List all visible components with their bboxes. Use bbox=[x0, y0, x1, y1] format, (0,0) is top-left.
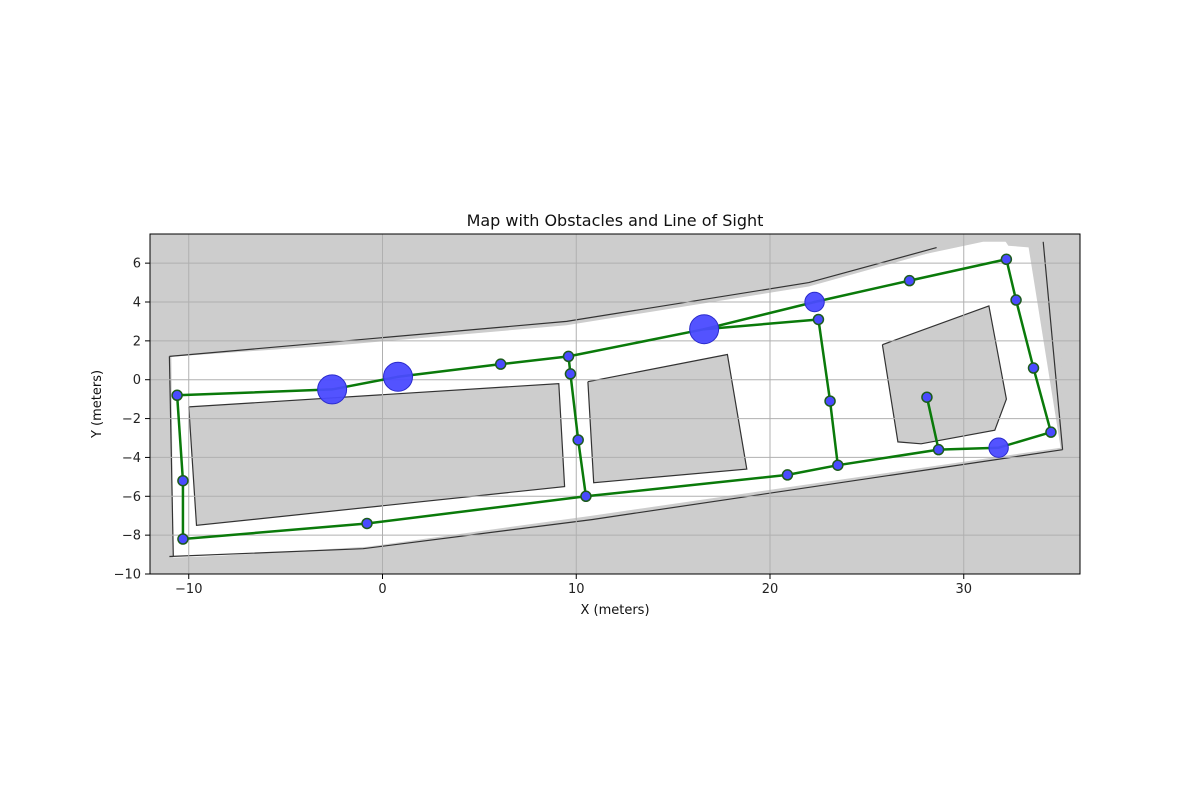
x-tick-label: 20 bbox=[762, 582, 779, 597]
waypoint-marker bbox=[171, 389, 183, 402]
waypoint-marker bbox=[1027, 362, 1040, 374]
y-tick-label: −10 bbox=[114, 568, 141, 583]
y-axis-label: Y (meters) bbox=[90, 370, 105, 439]
wall-outline bbox=[587, 353, 748, 484]
waypoint-marker bbox=[562, 350, 575, 363]
y-tick-label: −2 bbox=[122, 412, 141, 427]
waypoint-marker bbox=[564, 368, 577, 380]
path-segment bbox=[396, 362, 502, 379]
path-segment bbox=[836, 448, 940, 467]
waypoint-marker bbox=[572, 434, 584, 446]
y-tick-label: −6 bbox=[122, 490, 141, 505]
path-segment bbox=[1014, 298, 1035, 370]
wall-outline bbox=[881, 305, 1008, 445]
obstacle-circle bbox=[383, 361, 413, 392]
axes: −10 0 10 20 30 −10 −8 −6 −4 −2 0 2 4 6 bbox=[114, 233, 1081, 597]
waypoint-marker bbox=[921, 391, 933, 403]
chart-title: Map with Obstacles and Line of Sight bbox=[467, 211, 764, 230]
path-segment bbox=[786, 463, 840, 477]
waypoint-marker bbox=[781, 469, 794, 481]
waypoint-marker bbox=[1000, 253, 1013, 266]
y-tick-label: 0 bbox=[133, 373, 141, 388]
path-segment bbox=[1005, 258, 1018, 302]
waypoint-marker bbox=[494, 358, 507, 370]
plot-frame bbox=[149, 233, 1081, 575]
wall-outline bbox=[168, 356, 174, 557]
x-tick-label: 0 bbox=[378, 582, 386, 597]
path-segment bbox=[828, 399, 840, 467]
obstacles bbox=[317, 291, 1009, 458]
path-segment bbox=[702, 300, 816, 331]
path-segment bbox=[175, 394, 185, 482]
path-segment bbox=[817, 318, 832, 403]
waypoint-marker bbox=[1045, 426, 1057, 438]
path-segment bbox=[576, 438, 588, 498]
path-segment bbox=[365, 495, 588, 525]
wall-outline bbox=[1042, 241, 1064, 450]
waypoint-marker bbox=[832, 459, 844, 471]
plot-area bbox=[150, 234, 1080, 574]
waypoint-marker bbox=[177, 533, 189, 545]
waypoint-marker bbox=[1010, 294, 1022, 306]
path-segment bbox=[1032, 366, 1053, 434]
path-segment bbox=[567, 327, 706, 358]
path-segment bbox=[499, 355, 570, 366]
obstacle-circle bbox=[317, 374, 348, 405]
x-tick-label: −10 bbox=[175, 582, 202, 597]
y-tick-label: −4 bbox=[122, 451, 141, 466]
obstacle-circle bbox=[804, 291, 825, 313]
wall-outline bbox=[169, 449, 1063, 558]
x-axis-label: X (meters) bbox=[580, 603, 649, 618]
obstacle-circle bbox=[689, 314, 720, 345]
wall-outline bbox=[188, 382, 566, 527]
path-segment bbox=[908, 258, 1008, 282]
waypoint-marker bbox=[177, 474, 189, 487]
wall-region bbox=[150, 447, 1080, 574]
y-tick-label: 4 bbox=[133, 296, 141, 311]
occupancy-map bbox=[150, 234, 1080, 574]
waypoint-marker bbox=[903, 274, 916, 287]
path-segment bbox=[813, 279, 911, 304]
x-tick-label: 10 bbox=[568, 582, 585, 597]
x-tick-label: 30 bbox=[955, 582, 972, 597]
y-tick-label: −8 bbox=[122, 529, 141, 544]
path-segment bbox=[925, 395, 940, 451]
y-tick-label: 2 bbox=[133, 334, 141, 349]
waypoint-marker bbox=[932, 443, 945, 456]
waypoint-marker bbox=[812, 313, 825, 326]
path-segment bbox=[569, 372, 580, 442]
path-segment bbox=[181, 522, 369, 541]
waypoint-marker bbox=[580, 490, 592, 503]
path-segment bbox=[175, 388, 334, 397]
waypoint-marker bbox=[361, 517, 373, 530]
path-segment bbox=[584, 473, 789, 498]
path-segment bbox=[702, 318, 820, 331]
wall-region bbox=[150, 234, 941, 359]
wall-region bbox=[1058, 234, 1080, 442]
waypoint-marker bbox=[824, 395, 836, 407]
y-tick-label: 6 bbox=[133, 257, 141, 272]
waypoints bbox=[171, 253, 1057, 545]
obstacle-circle bbox=[988, 437, 1009, 458]
